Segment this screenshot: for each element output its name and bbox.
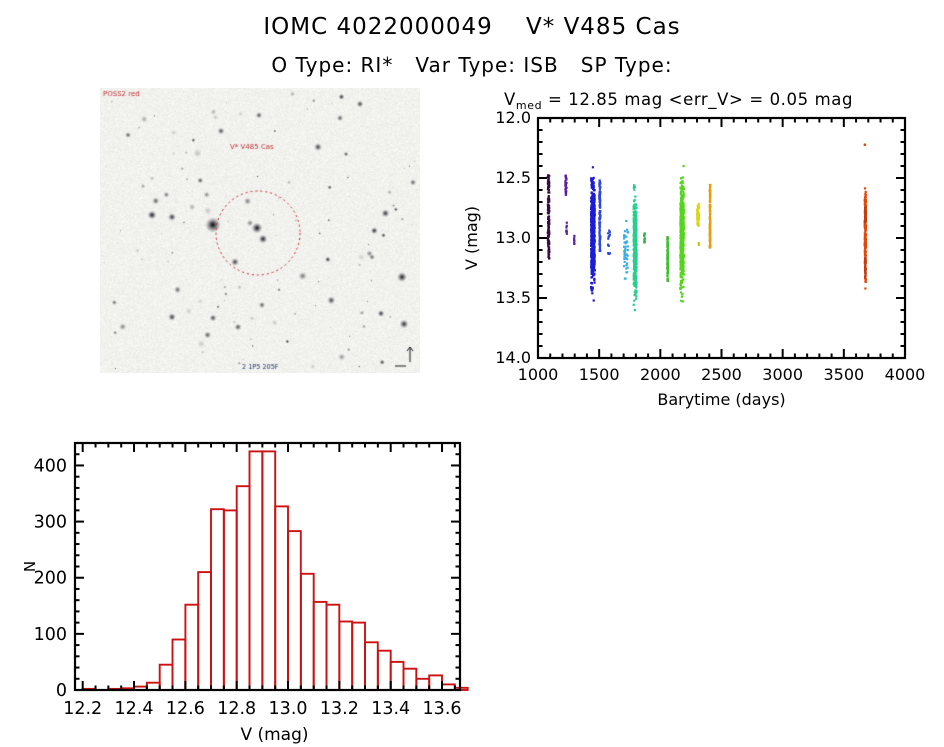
histogram-bar (274, 505, 289, 691)
x-tick-label: 12.8 (217, 699, 256, 719)
x-axis-label: Barytime (days) (657, 390, 785, 409)
lightcurve-points (546, 143, 867, 312)
y-tick-label: 12.5 (495, 168, 531, 187)
x-tick-label: 13.2 (320, 699, 359, 719)
histogram-bars (81, 450, 469, 691)
y-tick-label: 12.0 (495, 108, 531, 127)
histogram-bar (351, 621, 366, 691)
y-tick-label: 300 (34, 513, 67, 533)
y-tick-label: 0 (56, 681, 67, 701)
x-tick-label: 3500 (823, 365, 864, 384)
x-tick-label: 13.0 (269, 699, 308, 719)
histogram-bar (428, 674, 443, 691)
histogram-bar (248, 450, 264, 691)
histogram-bar (261, 450, 277, 691)
histogram-bar (376, 649, 392, 691)
x-tick-label: 2000 (640, 365, 681, 384)
histogram-bar (197, 571, 212, 691)
histogram-bar (158, 663, 174, 691)
histogram-bar (312, 600, 328, 691)
x-tick-label: 4000 (885, 365, 926, 384)
histogram-bar (171, 638, 187, 691)
y-tick-label: 100 (34, 625, 67, 645)
page-subtitle: O Type: RI* Var Type: ISB SP Type: (271, 53, 673, 77)
histogram-bar (210, 508, 225, 691)
histogram-bar (287, 530, 302, 691)
x-tick-label: 1500 (579, 365, 620, 384)
y-tick-label: 14.0 (495, 348, 531, 367)
y-tick-label: 200 (34, 569, 67, 589)
y-tick-label: 13.0 (495, 228, 531, 247)
plot-frame (73, 441, 462, 692)
x-tick-label: 3000 (762, 365, 803, 384)
x-tick-label: 12.6 (166, 699, 205, 719)
scatter-title: Vmed = 12.85 mag <err_V> = 0.05 mag (504, 90, 853, 112)
y-axis-label: V (mag) (462, 206, 481, 270)
y-axis-label: N (21, 561, 39, 572)
x-tick-label: 13.4 (371, 699, 410, 719)
histogram-bar (299, 572, 315, 691)
histogram-bar (364, 641, 379, 691)
histogram-bar (235, 485, 251, 691)
histogram-bar (415, 677, 431, 691)
histogram-bar (184, 603, 200, 691)
histogram-bar (338, 620, 354, 691)
y-tick-label: 13.5 (495, 288, 531, 307)
x-tick-label: 1000 (518, 365, 559, 384)
x-tick-label: 12.4 (115, 699, 154, 719)
histogram-bar (402, 667, 418, 691)
y-tick-label: 400 (34, 456, 67, 476)
x-tick-label: 13.6 (423, 699, 462, 719)
histogram-bar (389, 660, 405, 691)
finder-chart-image (100, 88, 420, 373)
x-tick-label: 12.2 (63, 699, 102, 719)
page-title: IOMC 4022000049 V* V485 Cas (263, 14, 681, 40)
x-tick-label: 2500 (701, 365, 742, 384)
histogram-bar (222, 509, 238, 691)
x-axis-label: V (mag) (240, 725, 308, 745)
magnitude-histogram: 12.2 12.4 12.6 12.8 13.0 13.2 13.4 13.6 0 100 200 3… (21, 441, 469, 745)
histogram-bar (325, 603, 341, 691)
